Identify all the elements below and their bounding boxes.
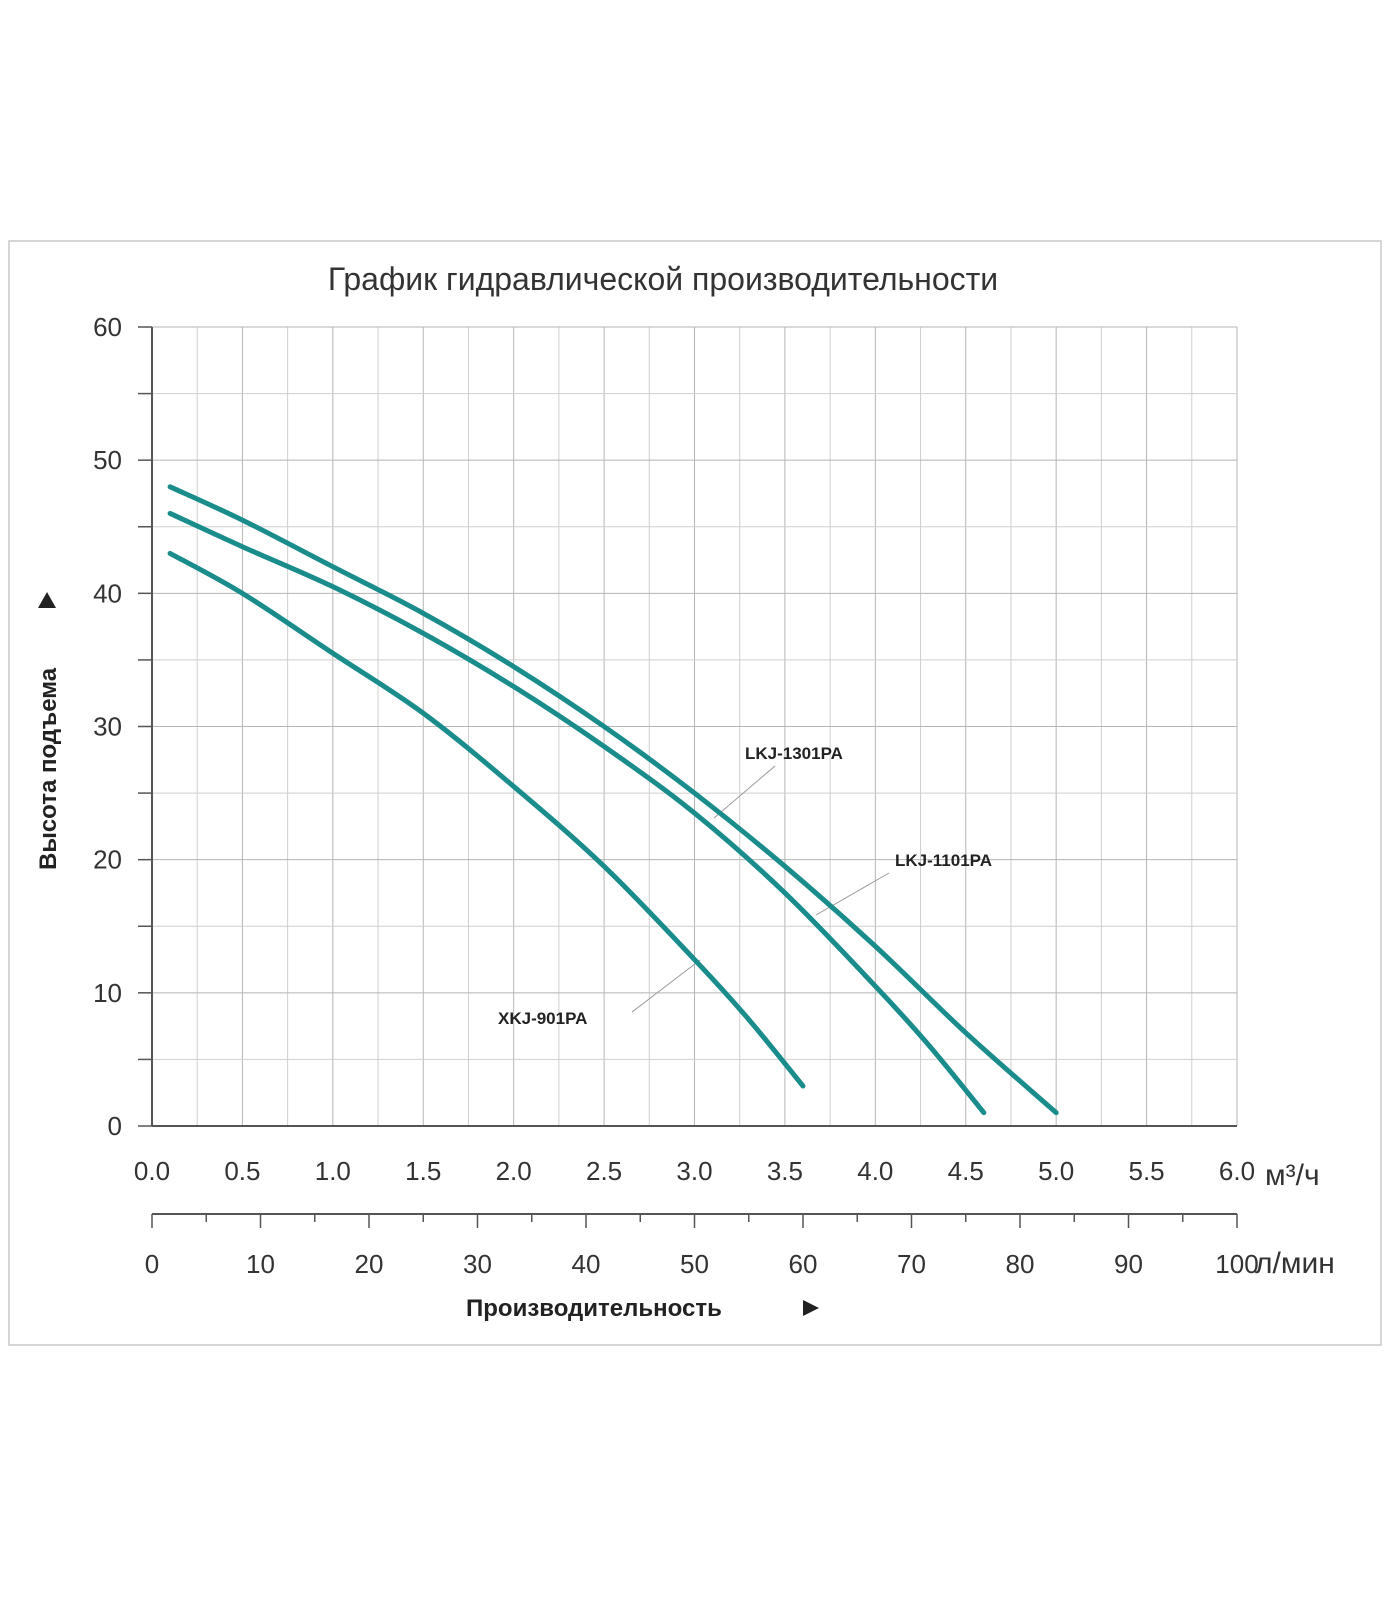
x2-tick-label: 0 <box>145 1249 159 1279</box>
x-tick-label: 3.5 <box>767 1156 803 1186</box>
x-tick-label: 2.0 <box>496 1156 532 1186</box>
leader-line-lkj-1301pa <box>713 765 776 819</box>
x2-unit-label: л/мин <box>1255 1247 1335 1280</box>
y-tick-label: 40 <box>93 578 122 608</box>
x-tick-label: 5.5 <box>1129 1156 1165 1186</box>
x2-tick-label: 90 <box>1114 1249 1143 1279</box>
x-tick-label: 2.5 <box>586 1156 622 1186</box>
series-label-xkj-901pa: XKJ-901PA <box>498 1009 587 1028</box>
y-tick-label: 50 <box>93 445 122 475</box>
chart-title: График гидравлической производительности <box>328 261 998 297</box>
x-tick-label: 5.0 <box>1038 1156 1074 1186</box>
y-axis-label: Высота подъема <box>35 667 62 870</box>
grid <box>151 326 1238 1127</box>
y-tick-labels: 0 10 20 30 40 50 60 <box>93 312 122 1141</box>
series-line-lkj-1301pa <box>167 484 1059 1116</box>
x-tick-label: 6.0 <box>1219 1156 1255 1186</box>
x-tick-label: 3.0 <box>676 1156 712 1186</box>
x-axis-label: Производительность <box>466 1295 722 1322</box>
x-tick-label: 4.5 <box>948 1156 984 1186</box>
x2-tick-label: 70 <box>897 1249 926 1279</box>
x-tick-label: 1.0 <box>315 1156 351 1186</box>
series-lines <box>167 484 1059 1116</box>
leader-lines <box>631 765 890 1013</box>
series-label-lkj-1301pa: LKJ-1301PA <box>745 744 843 763</box>
x-tick-label: 0.5 <box>224 1156 260 1186</box>
x2-tick-labels: 0 10 20 30 40 50 60 70 80 90 100 <box>145 1249 1259 1279</box>
x2-tick-label: 30 <box>463 1249 492 1279</box>
x2-tick-label: 100 <box>1215 1249 1258 1279</box>
x-axis-arrow-icon <box>803 1300 819 1316</box>
y-tick-label: 10 <box>93 978 122 1008</box>
y-axis-title: Высота подъема <box>35 592 62 870</box>
y-tick-label: 20 <box>93 845 122 875</box>
leader-line-xkj-901pa <box>631 959 701 1013</box>
series-labels: LKJ-1301PA LKJ-1101PA XKJ-901PA <box>498 744 992 1028</box>
chart-frame <box>8 240 1382 1346</box>
x-unit-label: м³/ч <box>1265 1159 1320 1192</box>
x-tick-label: 4.0 <box>857 1156 893 1186</box>
x2-tick-label: 10 <box>246 1249 275 1279</box>
x2-tick-label: 50 <box>680 1249 709 1279</box>
series-label-lkj-1101pa: LKJ-1101PA <box>895 851 992 870</box>
x2-tick-label: 60 <box>789 1249 818 1279</box>
y-tick-label: 30 <box>93 712 122 742</box>
axes <box>138 326 1238 1228</box>
x2-tick-label: 80 <box>1006 1249 1035 1279</box>
series-line-xkj-901pa <box>167 550 806 1089</box>
series-line-lkj-1101pa <box>167 510 987 1116</box>
y-tick-label: 0 <box>108 1111 122 1141</box>
x-tick-labels: 0.0 0.5 1.0 1.5 2.0 2.5 3.0 3.5 4.0 4.5 5.0 5.5 6.0 <box>134 1156 1255 1186</box>
x2-tick-label: 40 <box>572 1249 601 1279</box>
x2-tick-label: 20 <box>355 1249 384 1279</box>
x-axis-title: Производительность <box>466 1295 819 1322</box>
x-tick-label: 1.5 <box>405 1156 441 1186</box>
leader-line-lkj-1101pa <box>815 872 890 916</box>
y-tick-label: 60 <box>93 312 122 342</box>
y-axis-arrow-icon <box>38 592 56 608</box>
x-tick-label: 0.0 <box>134 1156 170 1186</box>
